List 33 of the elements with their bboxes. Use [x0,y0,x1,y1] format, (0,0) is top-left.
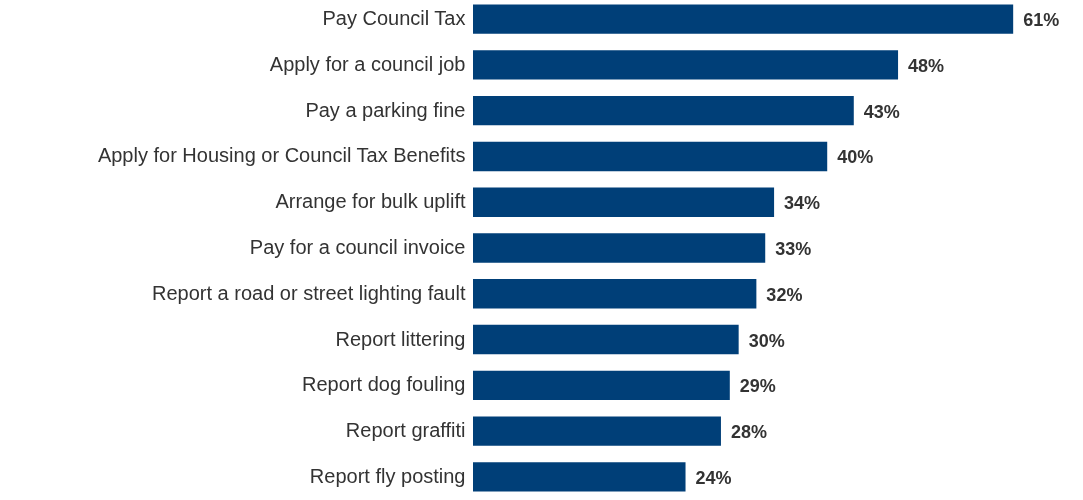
data-label: 61% [1023,10,1060,31]
bar [473,4,1014,34]
data-label: 40% [837,147,874,168]
bar [473,279,757,309]
y-tick-label: Report graffiti [345,419,466,442]
data-label: 48% [908,55,945,76]
data-label: 32% [766,284,803,305]
bar [473,370,730,400]
y-tick-label: Report littering [335,327,466,350]
bar [473,416,721,446]
y-tick-label: Report a road or street lighting fault [151,281,466,304]
data-label: 29% [739,376,776,397]
y-tick-label: Arrange for bulk uplift [275,190,466,213]
data-label: 33% [775,239,812,259]
y-tick-label: Pay a parking fine [305,98,466,121]
data-label: 34% [784,193,821,214]
y-tick-label: Pay Council Tax [322,7,466,30]
data-label: 24% [695,467,732,488]
bar [473,96,854,126]
bar [473,233,766,263]
data-label: 43% [863,101,900,122]
bar [473,462,686,492]
bar [473,141,828,172]
bar [473,187,775,217]
y-tick-label: Apply for Housing or Council Tax Benefits [97,144,466,167]
bar [473,50,899,80]
bar [473,324,739,355]
data-label: 28% [730,422,767,443]
y-tick-label: Pay for a council invoice [249,236,466,258]
data-label: 30% [748,330,785,351]
y-tick-label: Apply for a council job [269,52,466,75]
y-tick-label: Report dog fouling [302,373,466,396]
y-tick-label: Report fly posting [309,464,466,487]
